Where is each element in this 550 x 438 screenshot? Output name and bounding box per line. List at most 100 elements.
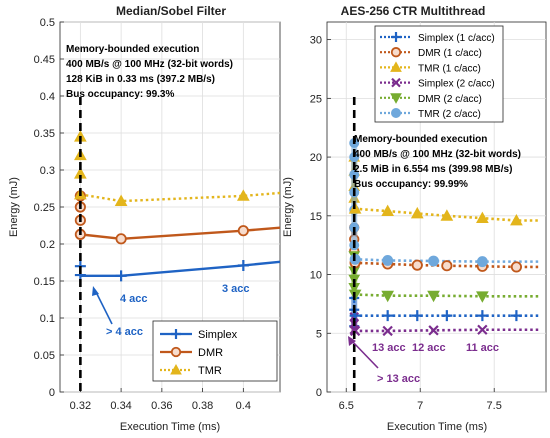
data-point [441, 260, 453, 272]
y-tick-label: 0.05 [34, 350, 55, 362]
data-point [428, 255, 439, 267]
left-x-ticks: 0.32 0.34 0.36 0.38 0.4 [70, 388, 251, 412]
data-point [382, 310, 394, 322]
legend-marker [391, 108, 401, 118]
left-annotation-3acc: 3 acc [222, 283, 250, 295]
left-legend: Simplex DMR TMR [152, 320, 278, 382]
right-annotation-13acc: 13 acc [372, 342, 406, 354]
right-y-ticks: 0 5 10 15 20 25 30 [310, 35, 331, 399]
y-tick-label: 0.25 [34, 202, 55, 214]
y-tick-label: 0.5 [40, 17, 55, 29]
left-y-axis-label: Energy (mJ) [8, 177, 20, 237]
right-y-axis-label: Energy (mJ) [282, 177, 294, 237]
y-tick-label: 0 [49, 387, 55, 399]
y-tick-label: 10 [310, 270, 322, 282]
data-point [236, 189, 250, 201]
legend-label: Simplex (2 c/acc) [418, 79, 495, 90]
y-tick-label: 5 [316, 328, 322, 340]
right-annotation-arrow [350, 339, 379, 369]
left-x-axis-label: Execution Time (ms) [120, 421, 220, 433]
right-info-line1: Memory-bounded execution [354, 134, 487, 145]
left-info-line3: 128 KiB in 0.33 ms (397.2 MB/s) [66, 74, 215, 85]
data-point [411, 310, 423, 322]
y-tick-label: 0.1 [40, 313, 55, 325]
data-point [427, 290, 440, 303]
right-legend: Simplex (1 c/acc) DMR (1 c/acc) TMR (1 c/a… [374, 25, 504, 123]
x-tick-label: 0.32 [70, 400, 91, 412]
y-tick-label: 30 [310, 35, 322, 47]
legend-label: DMR [198, 347, 223, 359]
data-point [237, 225, 249, 237]
legend-label: TMR (1 c/acc) [418, 63, 481, 74]
legend-marker [390, 47, 402, 58]
series-line [354, 207, 539, 222]
legend-label: TMR [198, 365, 222, 377]
y-tick-label: 0 [316, 387, 322, 399]
legend-label: DMR (2 c/acc) [418, 94, 482, 105]
y-tick-label: 0.45 [34, 54, 55, 66]
legend-label: Simplex [198, 329, 238, 341]
right-info-line2: 400 MB/s @ 100 MHz (32-bit words) [354, 149, 521, 160]
legend-marker [390, 61, 402, 72]
x-tick-label: 7.5 [487, 400, 502, 412]
y-tick-label: 0.4 [40, 91, 55, 103]
data-point [476, 291, 489, 303]
x-tick-label: 0.34 [110, 400, 131, 412]
x-tick-label: 0.4 [236, 400, 251, 412]
data-point [382, 325, 393, 337]
legend-marker [391, 32, 401, 42]
right-info-box: Memory-bounded execution 400 MB/s @ 100 … [354, 134, 521, 190]
data-point [476, 211, 489, 224]
data-point [410, 206, 424, 219]
legend-label: TMR (2 c/acc) [418, 109, 481, 120]
x-tick-label: 7 [417, 400, 423, 412]
left-y-ticks: 0 0.05 0.1 0.15 0.2 0.25 0.3 0.35 0.4 0.45 0.5 [34, 17, 64, 399]
left-annotation-gt4acc: > 4 acc [106, 326, 143, 338]
data-point [349, 325, 361, 337]
right-annotation-11acc: 11 acc [466, 342, 499, 354]
legend-marker [171, 329, 181, 339]
data-point [441, 310, 453, 322]
left-chart: Median/Sobel Filter 0 0.05 0.1 0.15 0.2 0.25 0… [8, 4, 281, 433]
data-point [428, 325, 439, 336]
data-point [440, 209, 454, 221]
y-tick-label: 25 [310, 93, 322, 105]
series-line [80, 260, 281, 278]
data-point [381, 290, 395, 303]
right-info-line4: Bus occupancy: 99.99% [354, 179, 468, 190]
legend-marker [390, 93, 402, 104]
data-point [114, 194, 128, 206]
left-info-line1: Memory-bounded execution [66, 44, 199, 55]
series-line [80, 226, 281, 241]
series-line [80, 191, 281, 203]
legend-label: Simplex (1 c/acc) [418, 33, 495, 44]
right-info-line3: 2.5 MiB in 6.554 ms (399.98 MB/s) [354, 164, 512, 175]
y-tick-label: 0.2 [40, 239, 55, 251]
y-tick-label: 20 [310, 152, 322, 164]
data-point [237, 259, 249, 271]
y-tick-label: 0.15 [34, 276, 55, 288]
left-annotation-arrow [94, 289, 113, 325]
y-tick-label: 0.3 [40, 165, 55, 177]
left-chart-title: Median/Sobel Filter [116, 4, 226, 18]
left-info-line2: 400 MB/s @ 100 MHz (32-bit words) [66, 59, 233, 70]
data-point [476, 256, 488, 268]
legend-label: DMR (1 c/acc) [418, 48, 482, 59]
x-tick-label: 0.36 [151, 400, 172, 412]
legend-marker [170, 346, 182, 358]
right-chart: AES-256 CTR Multithread 0 5 10 15 20 25 30 6.5… [282, 4, 547, 433]
x-tick-label: 6.5 [339, 400, 354, 412]
data-point [115, 270, 127, 282]
x-tick-label: 0.38 [192, 400, 213, 412]
left-annotation-arrowhead [92, 286, 99, 296]
right-x-axis-label: Execution Time (ms) [387, 421, 487, 433]
right-annotation-12acc: 12 acc [412, 342, 446, 354]
left-annotation-4acc: 4 acc [120, 293, 148, 305]
data-point [381, 204, 395, 217]
data-point [510, 261, 522, 273]
data-point [382, 254, 394, 266]
legend-marker [391, 77, 401, 88]
left-info-line4: Bus occupancy: 99.3% [66, 89, 174, 100]
left-info-box: Memory-bounded execution 400 MB/s @ 100 … [66, 44, 233, 100]
